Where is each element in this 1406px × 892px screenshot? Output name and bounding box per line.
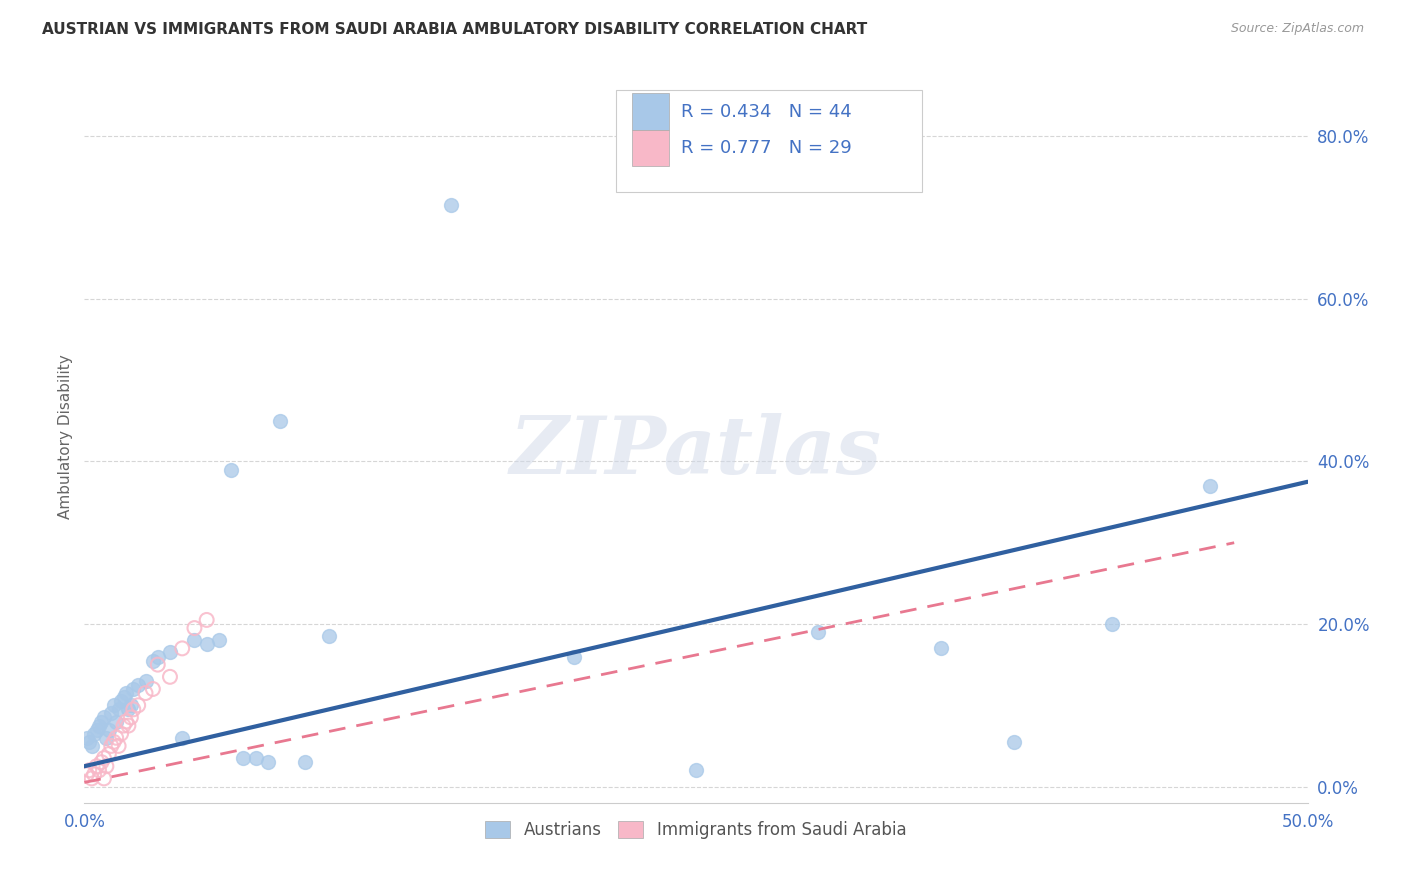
Point bbox=[195, 637, 218, 651]
Point bbox=[117, 718, 139, 732]
Point bbox=[122, 702, 145, 716]
Point bbox=[1101, 617, 1123, 632]
Point bbox=[110, 694, 132, 708]
Point bbox=[96, 731, 118, 745]
Point bbox=[1198, 479, 1220, 493]
Point bbox=[159, 670, 181, 684]
Point bbox=[219, 462, 242, 476]
Text: Source: ZipAtlas.com: Source: ZipAtlas.com bbox=[1230, 22, 1364, 36]
Point bbox=[105, 731, 128, 745]
Point bbox=[97, 747, 120, 761]
Point bbox=[183, 633, 205, 648]
Point bbox=[107, 739, 129, 753]
Point bbox=[120, 698, 142, 713]
Point bbox=[77, 735, 100, 749]
Point bbox=[112, 718, 135, 732]
Point bbox=[110, 727, 132, 741]
Point bbox=[93, 751, 115, 765]
Point bbox=[127, 678, 149, 692]
Text: R = 0.777   N = 29: R = 0.777 N = 29 bbox=[682, 139, 852, 157]
Point bbox=[86, 723, 108, 737]
Point bbox=[100, 739, 122, 753]
Point bbox=[83, 727, 105, 741]
Point bbox=[929, 641, 952, 656]
Point bbox=[87, 764, 110, 778]
Text: ZIPatlas: ZIPatlas bbox=[510, 413, 882, 491]
Point bbox=[146, 649, 169, 664]
Point bbox=[172, 641, 194, 656]
Point bbox=[208, 633, 231, 648]
Point bbox=[93, 710, 115, 724]
Point bbox=[117, 702, 139, 716]
Point bbox=[195, 613, 218, 627]
Point bbox=[159, 645, 181, 659]
Point bbox=[232, 751, 254, 765]
Text: AUSTRIAN VS IMMIGRANTS FROM SAUDI ARABIA AMBULATORY DISABILITY CORRELATION CHART: AUSTRIAN VS IMMIGRANTS FROM SAUDI ARABIA… bbox=[42, 22, 868, 37]
Text: R = 0.434   N = 44: R = 0.434 N = 44 bbox=[682, 103, 852, 120]
Point bbox=[294, 755, 316, 769]
Point bbox=[685, 764, 707, 778]
Point bbox=[100, 706, 122, 721]
Point bbox=[90, 755, 112, 769]
Point bbox=[135, 673, 157, 688]
Point bbox=[87, 718, 110, 732]
Point bbox=[142, 654, 165, 668]
Point bbox=[115, 686, 138, 700]
Point bbox=[440, 198, 463, 212]
Point bbox=[807, 625, 830, 640]
Point bbox=[142, 681, 165, 696]
Point bbox=[76, 767, 98, 781]
Point bbox=[83, 767, 105, 781]
Point bbox=[103, 698, 125, 713]
Legend: Austrians, Immigrants from Saudi Arabia: Austrians, Immigrants from Saudi Arabia bbox=[479, 814, 912, 846]
Point bbox=[86, 759, 108, 773]
Point bbox=[122, 681, 145, 696]
Point bbox=[146, 657, 169, 672]
Point bbox=[172, 731, 194, 745]
Point bbox=[97, 723, 120, 737]
Point bbox=[105, 714, 128, 729]
Point bbox=[96, 759, 118, 773]
Point bbox=[1002, 735, 1025, 749]
Point bbox=[93, 772, 115, 786]
Point bbox=[245, 751, 267, 765]
Point bbox=[120, 710, 142, 724]
Point bbox=[103, 735, 125, 749]
Point bbox=[562, 649, 585, 664]
Point bbox=[80, 772, 103, 786]
Point bbox=[77, 764, 100, 778]
Point bbox=[127, 698, 149, 713]
Point bbox=[115, 714, 138, 729]
Point bbox=[107, 702, 129, 716]
Y-axis label: Ambulatory Disability: Ambulatory Disability bbox=[58, 355, 73, 519]
Point bbox=[80, 739, 103, 753]
Point bbox=[76, 731, 98, 745]
Point bbox=[257, 755, 280, 769]
FancyBboxPatch shape bbox=[633, 94, 669, 130]
Point bbox=[318, 629, 340, 643]
Point bbox=[269, 414, 291, 428]
Point bbox=[90, 714, 112, 729]
Point bbox=[112, 690, 135, 705]
FancyBboxPatch shape bbox=[633, 130, 669, 167]
FancyBboxPatch shape bbox=[616, 90, 922, 192]
Point bbox=[183, 621, 205, 635]
Point bbox=[135, 686, 157, 700]
